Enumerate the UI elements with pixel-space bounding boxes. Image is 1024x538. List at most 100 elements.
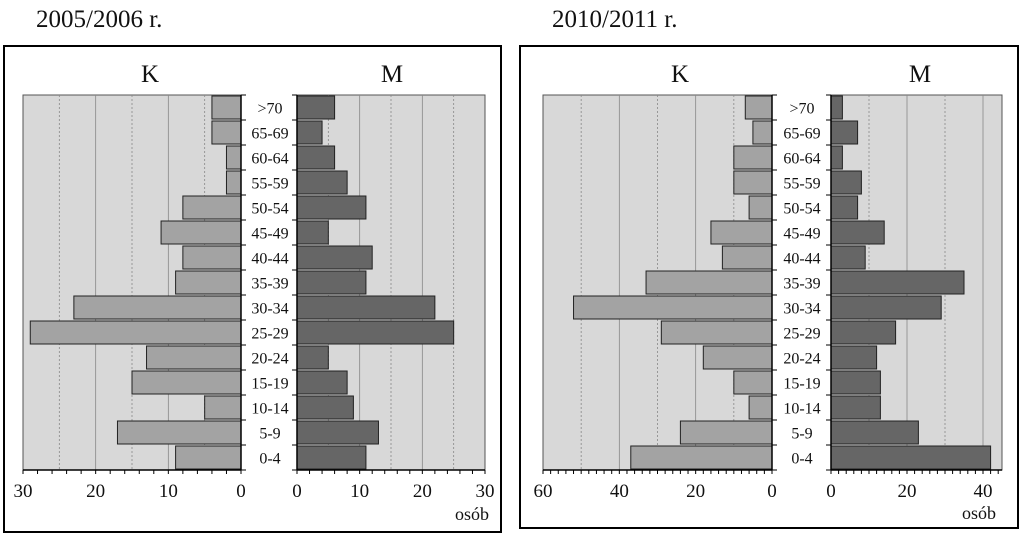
legend-m: M [909, 61, 931, 88]
tick-label: 60 [534, 481, 553, 502]
age-group-label: 40-44 [783, 251, 820, 268]
age-group-label: 45-49 [251, 226, 288, 243]
age-group-label: 30-34 [783, 301, 820, 318]
bar-k [733, 145, 773, 170]
tick-label: 10 [350, 481, 369, 502]
tick-label: 20 [86, 481, 105, 502]
age-group-label: 40-44 [251, 251, 288, 268]
x-axis-unit-label: osób [962, 503, 996, 523]
age-group-label: 20-24 [783, 351, 820, 368]
bar-k [573, 295, 773, 320]
legend-k: K [141, 61, 159, 88]
tick-label: 0 [767, 481, 777, 502]
age-group-label: 30-34 [251, 301, 288, 318]
bar-m [830, 395, 881, 420]
bar-k [175, 270, 242, 295]
age-group-label: 65-69 [251, 126, 288, 143]
bar-k [721, 245, 773, 270]
bar-m [296, 270, 367, 295]
bar-m [830, 445, 992, 470]
age-group-label: 45-49 [783, 226, 820, 243]
bar-k [29, 320, 242, 345]
age-group-label: 35-39 [783, 276, 820, 293]
tick-label: 0 [826, 481, 836, 502]
age-group-label: 50-54 [783, 201, 820, 218]
bar-m [296, 220, 329, 245]
bar-m [296, 120, 323, 145]
bar-k [211, 95, 242, 120]
bar-m [296, 320, 455, 345]
age-group-label: 15-19 [251, 376, 288, 393]
tick-label: 30 [14, 481, 33, 502]
bar-m [830, 95, 843, 120]
bar-m [830, 320, 897, 345]
bar-k [225, 145, 242, 170]
bar-m [830, 195, 859, 220]
bar-m [830, 345, 878, 370]
bar-k [645, 270, 773, 295]
age-group-label: >70 [789, 101, 814, 118]
bar-k [748, 395, 773, 420]
age-group-label: 55-59 [783, 176, 820, 193]
bar-k [211, 120, 242, 145]
x-axis-unit-label: osób [455, 504, 489, 524]
bar-m [830, 120, 859, 145]
age-group-label: 55-59 [251, 176, 288, 193]
bar-m [296, 295, 436, 320]
age-group-label: 10-14 [783, 401, 820, 418]
bar-k [679, 420, 773, 445]
bar-m [830, 270, 965, 295]
bar-m [296, 370, 348, 395]
age-group-label: 20-24 [251, 351, 288, 368]
bar-m [296, 95, 336, 120]
pyramid-chart: >70 65-69 60-64 55-59 50-54 45-49 40-44 35-39 30… [3, 45, 502, 533]
age-group-label: 25-29 [783, 326, 820, 343]
bar-m [830, 420, 919, 445]
age-group-label: 50-54 [251, 201, 288, 218]
chart-title: 2005/2006 r. [36, 6, 163, 33]
tick-label: 30 [476, 481, 495, 502]
age-group-label: 5-9 [259, 426, 280, 443]
bar-k [116, 420, 242, 445]
age-group-label: 60-64 [783, 151, 820, 168]
bar-k [175, 445, 242, 470]
age-group-label: 0-4 [259, 451, 280, 468]
bar-m [830, 295, 942, 320]
bar-m [296, 245, 373, 270]
bar-k [73, 295, 242, 320]
bar-k [131, 370, 242, 395]
chart-frame [3, 45, 502, 533]
bar-k [182, 245, 242, 270]
chart-frame [519, 45, 1019, 529]
bar-k [710, 220, 773, 245]
bar-k [204, 395, 242, 420]
bar-k [160, 220, 242, 245]
bar-k [744, 95, 773, 120]
legend-k: K [671, 61, 689, 88]
bar-k [702, 345, 773, 370]
age-group-label: >70 [257, 101, 282, 118]
bar-k [630, 445, 773, 470]
bar-m [296, 170, 348, 195]
bar-k [748, 195, 773, 220]
age-group-label: 5-9 [791, 426, 812, 443]
age-group-label: 15-19 [783, 376, 820, 393]
bar-m [830, 145, 843, 170]
tick-label: 10 [159, 481, 178, 502]
bar-m [296, 145, 336, 170]
bar-m [830, 370, 881, 395]
tick-label: 20 [898, 481, 917, 502]
tick-label: 0 [292, 481, 302, 502]
tick-label: 20 [686, 481, 705, 502]
bar-k [146, 345, 242, 370]
bar-m [830, 245, 866, 270]
bar-k [182, 195, 242, 220]
age-group-label: 35-39 [251, 276, 288, 293]
bar-m [830, 170, 862, 195]
bar-k [752, 120, 773, 145]
tick-label: 20 [413, 481, 432, 502]
bar-m [296, 345, 329, 370]
bar-k [225, 170, 242, 195]
pyramid-chart: >70 65-69 60-64 55-59 50-54 45-49 40-44 35-39 30… [519, 45, 1019, 529]
bar-k [733, 170, 773, 195]
